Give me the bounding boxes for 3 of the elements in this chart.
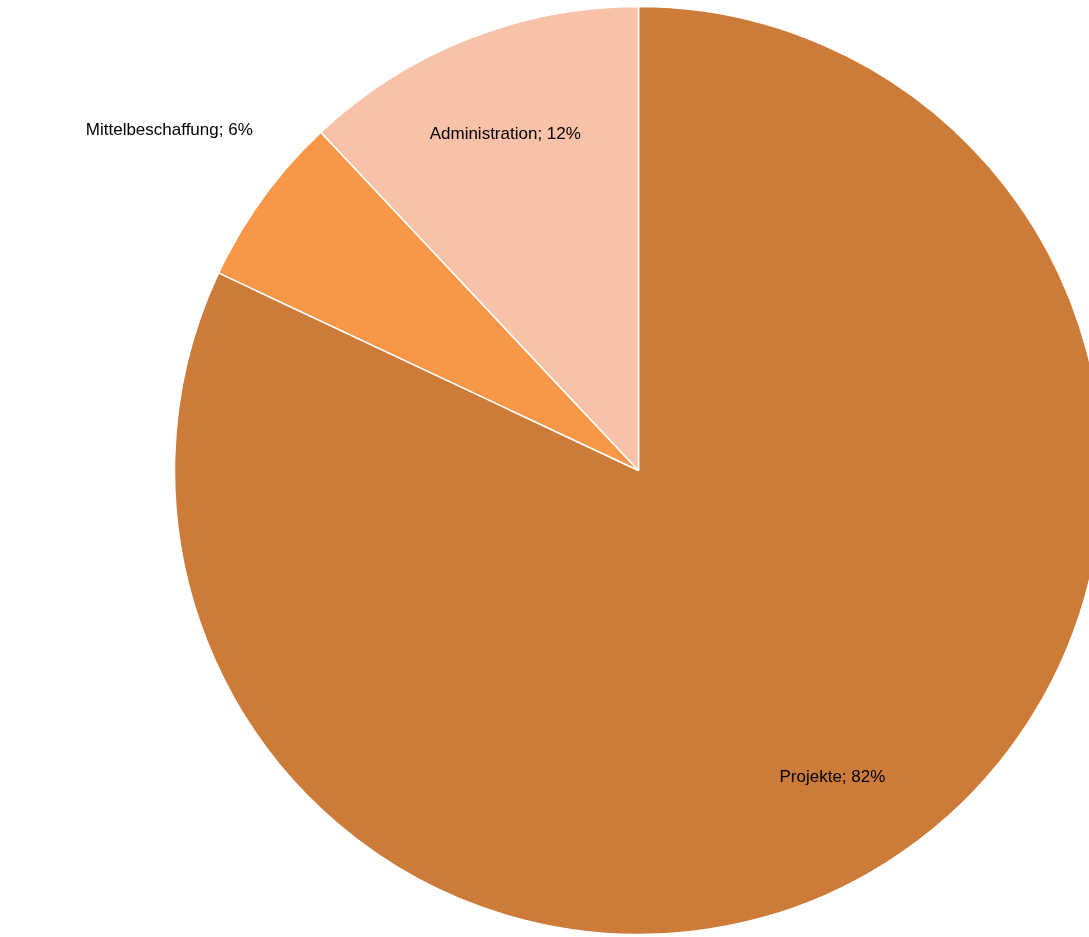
- slice-label: Administration; 12%: [429, 124, 581, 144]
- slice-label: Projekte; 82%: [779, 766, 886, 786]
- slice-label: Mittelbeschaffung; 6%: [85, 120, 253, 140]
